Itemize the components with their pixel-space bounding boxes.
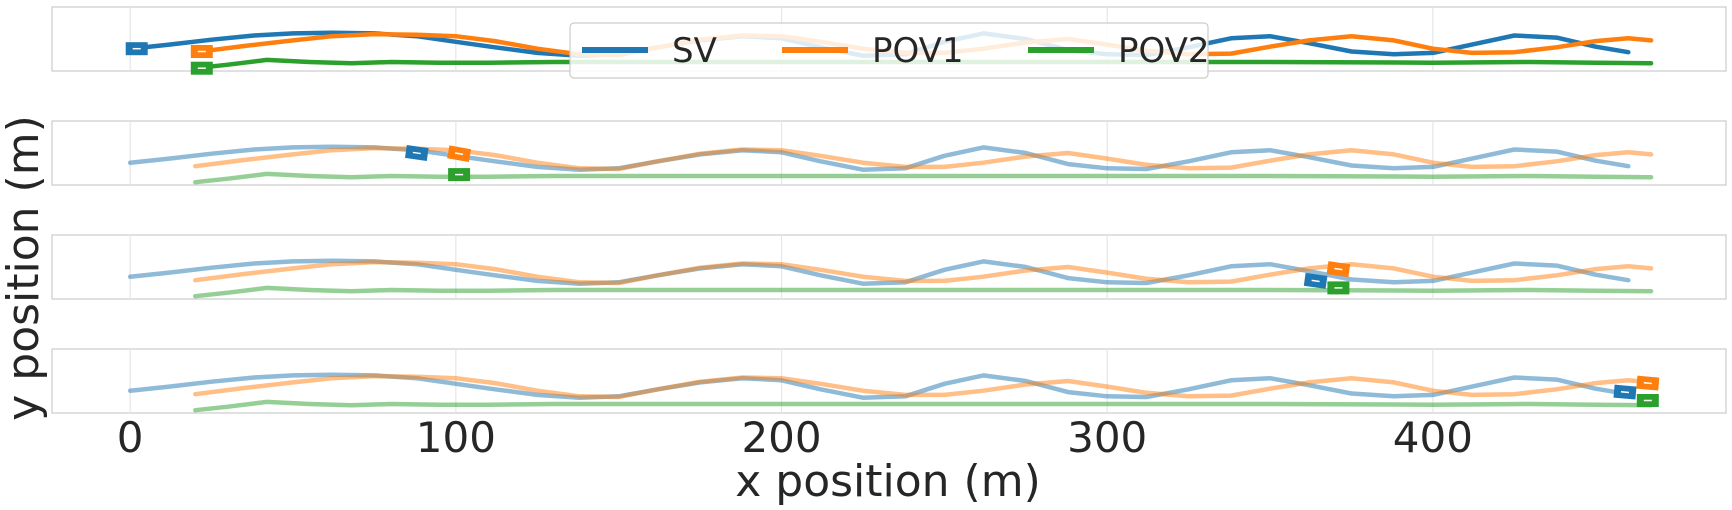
vehicle-heading-mark bbox=[1334, 267, 1343, 271]
vehicle-heading-mark bbox=[412, 151, 421, 155]
x-tick-label: 0 bbox=[117, 413, 144, 462]
vehicle-heading-mark bbox=[1643, 382, 1652, 385]
legend-entry-pov1: POV1 bbox=[782, 31, 964, 71]
x-tick-label: 400 bbox=[1393, 413, 1473, 462]
vehicle-heading-mark bbox=[1311, 279, 1320, 283]
panel-2 bbox=[51, 120, 1727, 186]
vehicle-marker-sv bbox=[125, 42, 148, 56]
vehicle-marker-pov1 bbox=[190, 45, 213, 58]
series-line-pov1 bbox=[193, 259, 1654, 286]
legend-label: POV2 bbox=[1118, 31, 1210, 71]
panel-3 bbox=[51, 234, 1727, 300]
vehicle-marker-pov1 bbox=[447, 145, 472, 163]
series-line-pov2 bbox=[193, 171, 1654, 185]
vehicle-marker-pov2 bbox=[1327, 281, 1350, 295]
vehicle-marker-pov2 bbox=[1636, 394, 1659, 407]
x-tick-label: 100 bbox=[416, 413, 496, 462]
panel-4 bbox=[51, 348, 1727, 414]
y-axis-title: y position (m) bbox=[0, 115, 49, 421]
legend-label: POV1 bbox=[872, 31, 964, 71]
vehicle-marker-pov1 bbox=[1326, 261, 1351, 278]
series-line-pov2 bbox=[193, 285, 1654, 299]
vehicle-marker-pov1 bbox=[1636, 375, 1660, 391]
panel-frame bbox=[51, 120, 1727, 186]
x-tick-labels: 0 100 200 300 400 bbox=[117, 413, 1473, 462]
panels-group bbox=[51, 6, 1727, 414]
legend-label: SV bbox=[672, 31, 717, 71]
vehicle-marker-sv bbox=[1303, 272, 1328, 289]
legend-entry-pov2: POV2 bbox=[1028, 31, 1210, 71]
legend: SV POV1 POV2 bbox=[569, 22, 1210, 79]
vehicle-heading-mark bbox=[455, 152, 464, 156]
vehicle-marker-sv bbox=[1613, 384, 1637, 400]
vehicle-heading-mark bbox=[1620, 391, 1630, 394]
legend-entry-sv: SV bbox=[582, 31, 717, 71]
vehicle-marker-sv bbox=[405, 145, 429, 161]
vehicle-marker-pov2 bbox=[448, 168, 471, 182]
x-axis-title: x position (m) bbox=[735, 456, 1041, 507]
x-tick-label: 300 bbox=[1067, 413, 1147, 462]
x-tick-label: 200 bbox=[741, 413, 821, 462]
legend-box bbox=[569, 22, 1209, 79]
series-line-pov2 bbox=[193, 399, 1654, 413]
series-line-pov1 bbox=[193, 373, 1654, 400]
vehicle-marker-pov2 bbox=[190, 61, 213, 75]
